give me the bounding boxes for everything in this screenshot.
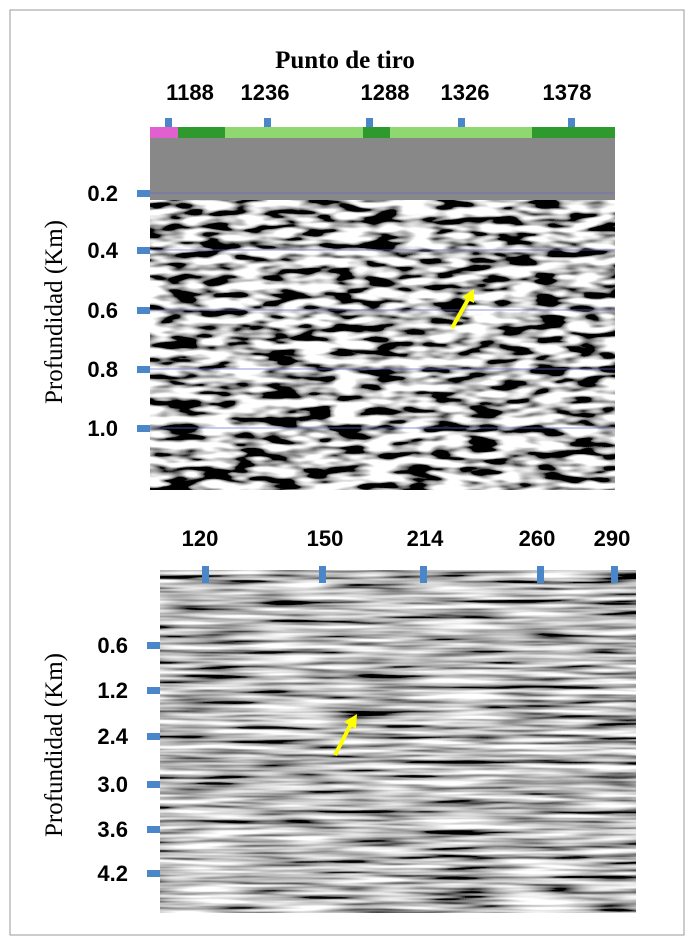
top-panel: Punto de tiro 1188 1236 1288 1326 1378 0.2 0.4… — [41, 47, 615, 490]
x-tick-label: 1326 — [441, 80, 490, 105]
x-tick-label: 1236 — [241, 80, 290, 105]
x-tick-label: 260 — [519, 526, 556, 551]
y-tick-label: 2.4 — [97, 724, 128, 749]
tick-marker — [366, 118, 373, 127]
arrow-head — [344, 714, 357, 729]
y-tick-label: 0.8 — [87, 357, 118, 382]
tick-marker — [319, 566, 326, 583]
color-bar — [178, 127, 225, 138]
tick-marker — [611, 566, 618, 583]
y-tick-label: 0.6 — [87, 298, 118, 323]
tick-marker — [568, 118, 575, 127]
tick-marker — [147, 642, 160, 649]
y-tick-label: 1.0 — [87, 416, 118, 441]
tick-marker — [147, 870, 160, 877]
color-bar — [363, 127, 390, 138]
x-tick-label: 1288 — [361, 80, 410, 105]
x-tick-label: 1378 — [543, 80, 592, 105]
tick-marker — [147, 687, 160, 694]
y-tick-label: 3.0 — [97, 772, 128, 797]
color-bar — [225, 127, 363, 138]
tick-marker — [165, 118, 172, 127]
seismic-image — [160, 570, 636, 913]
y-axis-label: Profundidad (Km) — [41, 653, 68, 837]
tick-marker — [137, 366, 150, 373]
y-tick-label: 4.2 — [97, 861, 128, 886]
tick-marker — [147, 826, 160, 833]
tick-marker — [264, 118, 271, 127]
gray-band — [150, 138, 615, 200]
y-tick-label: 0.4 — [87, 238, 118, 263]
tick-marker — [137, 190, 150, 197]
bottom-panel: 120 150 214 260 290 0.6 1.2 2.4 3.0 3.6 4.2 Profun… — [41, 526, 636, 913]
tick-marker — [137, 425, 150, 432]
y-tick-label: 1.2 — [97, 678, 128, 703]
color-bar — [390, 127, 532, 138]
tick-marker — [137, 307, 150, 314]
color-bar — [532, 127, 615, 138]
tick-marker — [537, 566, 544, 583]
y-axis-label: Profundidad (Km) — [41, 220, 68, 404]
tick-marker — [147, 733, 160, 740]
y-tick-label: 0.2 — [87, 181, 118, 206]
tick-marker — [137, 247, 150, 254]
y-tick-label: 3.6 — [97, 817, 128, 842]
x-tick-label: 120 — [182, 526, 219, 551]
x-tick-label: 150 — [307, 526, 344, 551]
color-bar — [150, 127, 178, 138]
panel-title: Punto de tiro — [275, 47, 415, 74]
tick-marker — [202, 566, 209, 583]
tick-marker — [420, 566, 427, 583]
arrow — [450, 295, 472, 329]
x-tick-label: 214 — [407, 526, 444, 551]
tick-marker — [147, 781, 160, 788]
arrow-head — [462, 289, 474, 303]
y-tick-label: 0.6 — [97, 633, 128, 658]
tick-marker — [458, 118, 465, 127]
x-tick-label: 1188 — [166, 80, 214, 105]
x-tick-label: 290 — [594, 526, 631, 551]
arrow — [333, 721, 354, 756]
